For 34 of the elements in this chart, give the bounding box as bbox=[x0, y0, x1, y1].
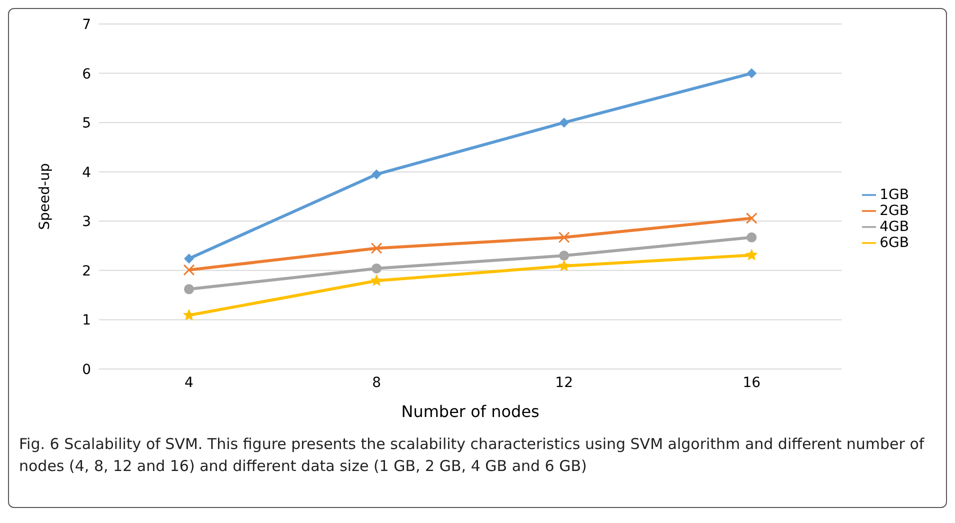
caption: Fig. 6 Scalability of SVM. This figure presents the scalability characteristics using SVM algorithm and different number of nodes (4, 8, 12 and 16) and different data size (1 GB, 2 GB, 4 GB and 6 GB) bbox=[19, 434, 926, 477]
x-tick-label: 16 bbox=[742, 374, 761, 391]
y-axis-title: Speed-up bbox=[36, 163, 53, 230]
x-axis-title: Number of nodes bbox=[401, 402, 540, 421]
y-tick-label: 4 bbox=[82, 164, 92, 181]
x-tick-label: 4 bbox=[184, 374, 194, 391]
point bbox=[746, 212, 758, 224]
point bbox=[559, 118, 570, 128]
point bbox=[559, 250, 570, 261]
point bbox=[558, 259, 570, 272]
point bbox=[746, 232, 757, 242]
point bbox=[183, 264, 195, 276]
legend-label: 2GB bbox=[880, 203, 909, 219]
point bbox=[184, 254, 194, 264]
point bbox=[370, 242, 382, 254]
point bbox=[372, 169, 382, 180]
legend-label: 1GB bbox=[880, 187, 909, 203]
y-tick-label: 1 bbox=[82, 312, 91, 329]
point bbox=[372, 263, 382, 274]
y-tick-label: 3 bbox=[82, 214, 91, 230]
point bbox=[370, 274, 383, 286]
x-tick-label: 8 bbox=[372, 374, 382, 391]
y-tick-label: 0 bbox=[82, 362, 91, 378]
y-tick-label: 2 bbox=[82, 263, 91, 280]
y-tick-label: 5 bbox=[82, 116, 91, 132]
point bbox=[184, 284, 194, 294]
legend-label: 4GB bbox=[880, 219, 909, 235]
y-tick-label: 6 bbox=[82, 66, 92, 82]
point bbox=[746, 68, 757, 78]
x-tick-label: 12 bbox=[555, 374, 573, 391]
legend-label: 6GB bbox=[880, 235, 909, 251]
point bbox=[558, 232, 570, 244]
point bbox=[745, 248, 758, 260]
y-tick-label: 7 bbox=[82, 16, 91, 33]
